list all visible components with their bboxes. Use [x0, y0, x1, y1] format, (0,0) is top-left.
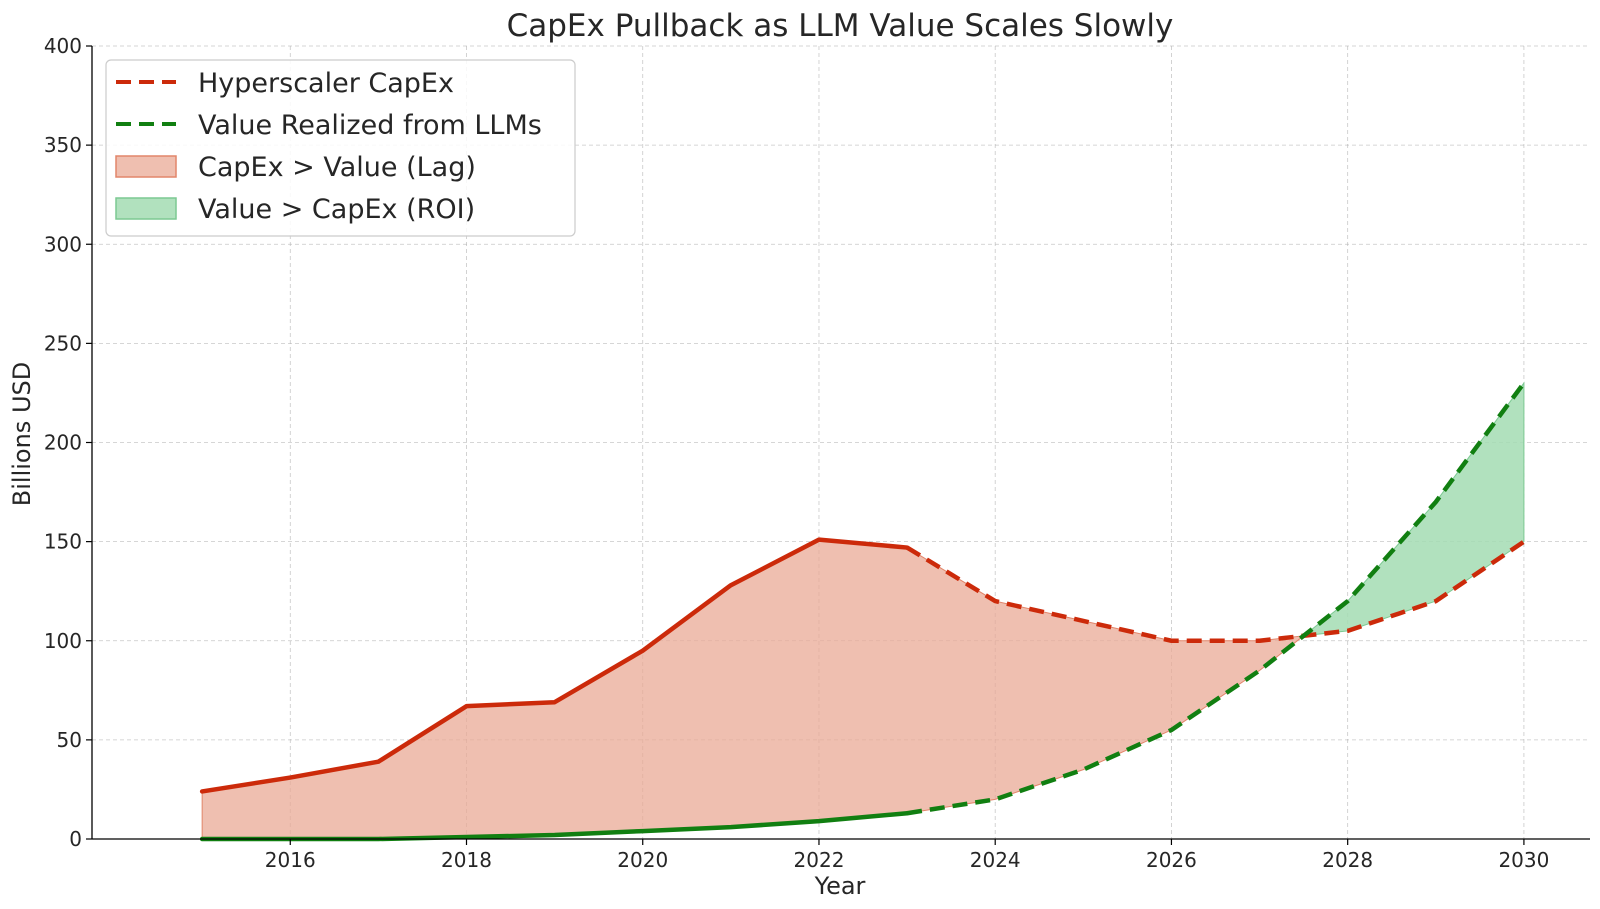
- fill-value-over-capex: [1301, 381, 1525, 637]
- legend-roi-fill-swatch: [115, 197, 177, 220]
- x-tick-label: 2022: [794, 848, 845, 872]
- legend-lag-fill-swatch: [115, 155, 177, 178]
- y-tick-label: 200: [44, 431, 82, 455]
- series-line-capex-actual: [199, 537, 910, 794]
- legend-lag-label: CapEx > Value (Lag): [198, 152, 476, 183]
- legend-value-label: Value Realized from LLMs: [198, 110, 542, 141]
- series-line-value-projected: [906, 381, 1526, 816]
- series-lines: [199, 381, 1526, 842]
- fill-capex-over-value: [201, 539, 1306, 840]
- legend-roi-label: Value > CapEx (ROI): [198, 194, 475, 225]
- x-tick-label: 2020: [617, 848, 668, 872]
- y-tick-label: 0: [69, 827, 82, 851]
- fill-regions: [201, 381, 1525, 840]
- y-tick-label: 250: [44, 331, 82, 355]
- x-tick-label: 2030: [1498, 848, 1549, 872]
- y-tick-label: 400: [44, 34, 82, 58]
- y-axis-label: Billions USD: [8, 362, 36, 506]
- x-tick-label: 2028: [1322, 848, 1373, 872]
- axes: [86, 45, 1590, 845]
- x-axis-label: Year: [814, 872, 866, 900]
- x-tick-label: 2024: [970, 848, 1021, 872]
- series-line-capex-projected: [905, 539, 1526, 643]
- y-tick-label: 100: [44, 629, 82, 653]
- tick-labels: 2016 2018 2020 2022 2024 2026 2028 2030 0 50 100 15…: [44, 34, 1550, 872]
- legend-box: [105, 59, 576, 237]
- x-tick-label: 2018: [441, 848, 492, 872]
- y-tick-label: 350: [44, 133, 82, 157]
- y-tick-label: 150: [44, 530, 82, 554]
- legend: Hyperscaler CapEx Value Realized from LL…: [105, 59, 576, 237]
- x-tick-label: 2016: [265, 848, 316, 872]
- y-tick-label: 300: [44, 232, 82, 256]
- x-tick-label: 2026: [1146, 848, 1197, 872]
- legend-capex-label: Hyperscaler CapEx: [198, 68, 454, 99]
- chart-title: CapEx Pullback as LLM Value Scales Slowl…: [507, 8, 1174, 44]
- y-tick-label: 50: [57, 728, 82, 752]
